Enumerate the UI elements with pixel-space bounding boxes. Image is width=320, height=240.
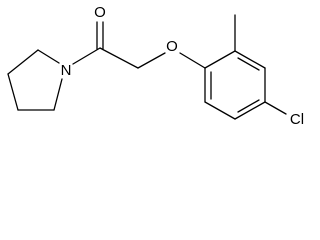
bond xyxy=(179,52,206,69)
structure-diagram: O N O Cl xyxy=(7,4,305,128)
bond xyxy=(234,101,266,120)
bond xyxy=(99,47,139,69)
bond xyxy=(264,101,287,115)
bond xyxy=(204,101,236,120)
bond xyxy=(53,78,63,111)
atom-label: O xyxy=(166,38,178,55)
atom-label: O xyxy=(94,4,106,21)
atom-label: N xyxy=(61,62,72,79)
bond xyxy=(72,47,101,65)
bond xyxy=(7,49,39,75)
bonds xyxy=(7,14,287,120)
bond xyxy=(204,50,236,69)
atom-labels: O N O Cl xyxy=(61,4,305,128)
bond xyxy=(234,50,266,69)
atom-label: Cl xyxy=(290,111,304,128)
bond xyxy=(7,73,19,111)
double-bond xyxy=(237,57,260,71)
bond xyxy=(137,52,166,69)
bond xyxy=(37,49,60,64)
double-bond xyxy=(237,99,260,113)
